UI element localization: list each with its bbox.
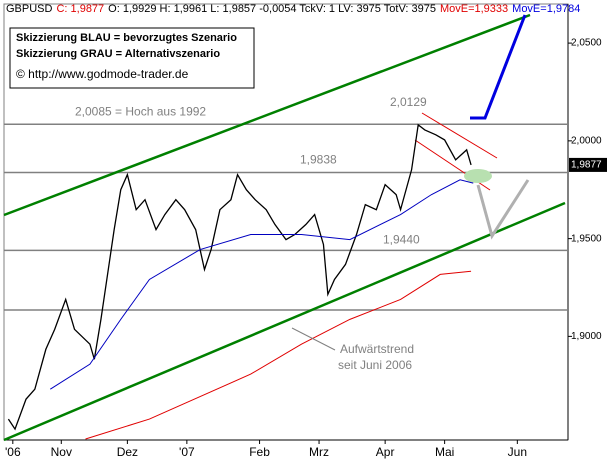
y-tick-label: 1,9500 [571,233,602,244]
upper-trendline [3,13,531,217]
x-tick-label: '07 [179,445,195,459]
x-tick-label: Nov [51,445,72,459]
lower-trendline [3,201,566,442]
header-item: GBPUSD [6,3,53,15]
series-line [85,270,472,440]
trend-label: seit Juni 2006 [338,358,412,372]
peak-label: 2,0129 [390,95,427,109]
y-tick-label: 2,0000 [571,136,602,147]
series-line [49,179,474,390]
last-price-label: 1,9877 [571,160,602,171]
series-line [7,123,472,431]
level-label: 1,9440 [383,233,420,247]
x-tick-label: Feb [249,445,270,459]
legend-box [9,27,255,89]
x-tick-label: Jun [508,445,527,459]
x-tick-label: Mrz [309,445,329,459]
annotation-arrow [291,327,336,351]
target-zone [464,169,492,183]
channel-line [421,112,498,159]
x-tick-label: Apr [376,445,395,459]
level-label: 1,9838 [300,153,337,167]
header-item: O: 1,9929 H: 1,9961 L: 1,9857 -0,0054 Tc… [108,3,436,15]
last-price-box [569,157,607,172]
header: GBPUSD C: 1,9877 O: 1,9929 H: 1,9961 L: 1,… [6,3,580,15]
level-label: 2,0085 = Hoch aus 1992 [75,104,206,118]
header-item: MovE=1,9784 [512,3,580,15]
legend-line: Skizzierung BLAU = bevorzugtes Szenario [16,32,237,44]
trend-label: Aufwärtstrend [340,342,414,356]
y-tick-label: 1,9000 [571,331,602,342]
x-tick-label: Dez [117,445,138,459]
x-tick-label: Mai [435,445,454,459]
blue-scenario [470,14,527,120]
header-item: MovE=1,9333 [440,3,508,15]
legend-line: Skizzierung GRAU = Alternativszenario [16,48,220,60]
header-item: C: 1,9877 [56,3,104,15]
legend-line: © http://www.godmode-trader.de [16,67,189,81]
y-tick-label: 2,0500 [571,38,602,49]
gray-scenario [476,179,530,240]
x-tick-label: '06 [5,445,21,459]
